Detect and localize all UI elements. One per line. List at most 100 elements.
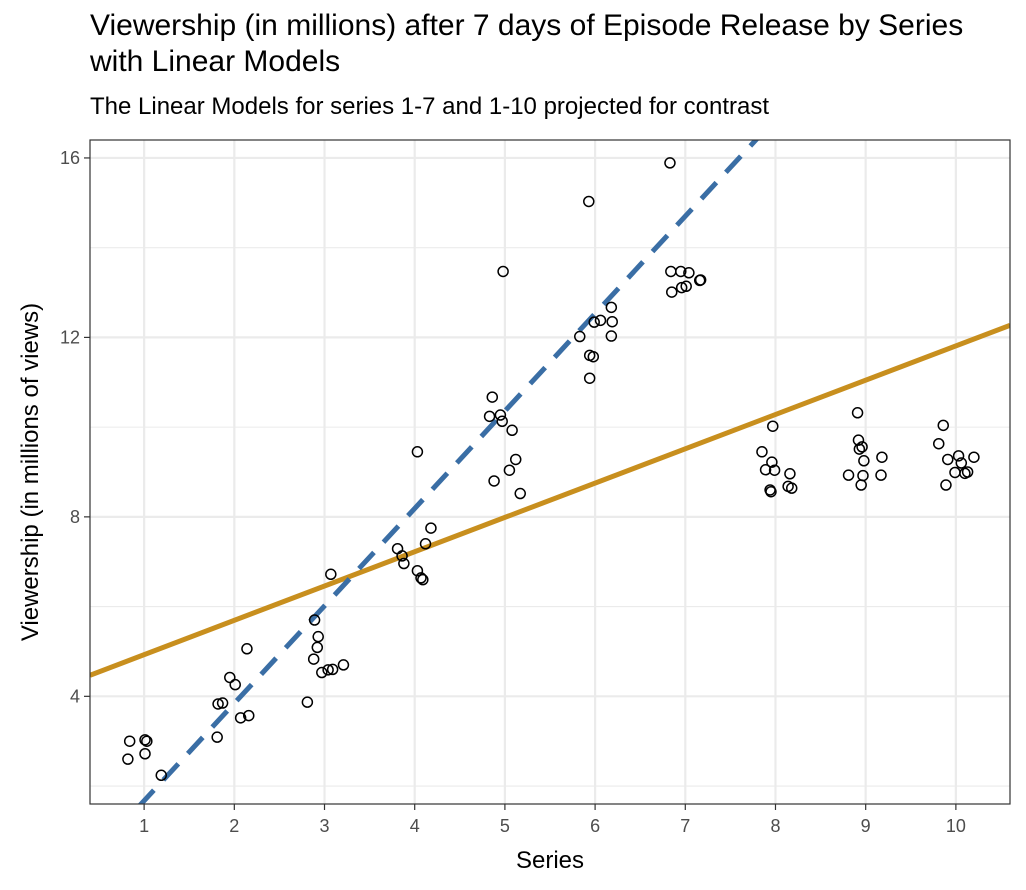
data-point	[666, 286, 678, 298]
linear-model-1-7-line	[137, 140, 760, 804]
data-point	[503, 464, 516, 476]
data-point	[952, 450, 965, 462]
data-point	[851, 407, 864, 419]
y-tick-label: 8	[70, 507, 80, 527]
data-point	[853, 443, 866, 455]
x-tick-label: 3	[320, 816, 330, 836]
x-tick-label: 1	[139, 816, 149, 836]
data-point	[488, 475, 500, 487]
data-point	[968, 451, 980, 463]
data-point	[396, 550, 408, 562]
data-point	[497, 265, 509, 278]
data-point	[419, 538, 432, 550]
data-point	[785, 482, 798, 494]
data-point	[123, 735, 136, 747]
data-point	[211, 731, 223, 743]
data-point	[425, 522, 437, 534]
data-point	[242, 709, 255, 722]
data-point	[316, 666, 328, 679]
x-tick-label: 10	[946, 816, 966, 836]
data-point	[675, 265, 687, 278]
data-points	[122, 157, 980, 782]
data-point	[212, 698, 224, 710]
data-point	[932, 437, 945, 450]
data-point	[587, 350, 600, 363]
data-point	[337, 659, 350, 671]
data-point	[415, 572, 427, 584]
data-point	[756, 446, 768, 458]
data-point	[155, 769, 168, 782]
data-point	[494, 409, 507, 421]
data-point	[605, 301, 618, 314]
data-point	[784, 468, 796, 480]
y-tick-label: 4	[70, 686, 80, 706]
data-point	[417, 573, 429, 586]
data-point	[961, 466, 974, 478]
chart-subtitle: The Linear Models for series 1-7 and 1-1…	[90, 93, 770, 120]
data-point	[241, 643, 253, 655]
data-point	[606, 315, 618, 328]
data-point	[141, 735, 153, 747]
data-point	[486, 391, 499, 403]
data-point	[411, 446, 424, 458]
data-point	[483, 410, 496, 423]
data-point	[675, 281, 688, 294]
data-point	[398, 557, 410, 570]
minor-gridlines	[90, 247, 1010, 787]
data-point	[312, 630, 324, 643]
data-point	[876, 451, 888, 463]
data-point	[680, 280, 692, 293]
data-point	[224, 671, 236, 684]
data-point	[955, 457, 968, 469]
data-point	[937, 419, 950, 432]
data-point	[605, 330, 618, 342]
x-tick-label: 5	[500, 816, 510, 836]
data-point	[496, 415, 508, 428]
data-point	[139, 748, 151, 760]
x-axis: 1 2 3 4 5 6 7 8 9 10	[139, 804, 966, 836]
data-point	[940, 479, 952, 491]
x-axis-title: Series	[516, 847, 584, 874]
data-point	[594, 314, 607, 327]
data-point	[856, 441, 868, 453]
panel-border	[89, 139, 1011, 805]
data-point	[322, 664, 334, 676]
data-point	[583, 372, 596, 384]
data-point	[766, 456, 778, 468]
linear-models	[90, 140, 1010, 804]
data-point	[768, 464, 781, 476]
data-point	[767, 420, 779, 432]
data-point	[588, 316, 600, 328]
data-point	[857, 469, 869, 482]
data-point	[694, 274, 707, 286]
data-point	[683, 267, 695, 279]
data-point	[229, 678, 241, 691]
data-point	[875, 469, 887, 481]
x-tick-label: 9	[861, 816, 871, 836]
x-tick-label: 7	[680, 816, 690, 836]
data-point	[583, 195, 595, 208]
data-point	[858, 455, 870, 467]
linear-model-1-10-line	[90, 322, 1010, 678]
data-point	[574, 330, 586, 343]
data-point	[942, 453, 954, 466]
data-point	[122, 753, 134, 765]
data-point	[411, 564, 424, 577]
data-point	[842, 469, 855, 481]
x-tick-label: 8	[770, 816, 780, 836]
data-point	[216, 697, 229, 709]
data-point	[759, 464, 772, 476]
data-point	[234, 712, 247, 724]
data-point	[664, 157, 676, 169]
data-point	[308, 614, 321, 626]
y-axis: 4 8 12 16	[60, 148, 90, 706]
data-point	[852, 434, 865, 446]
data-point	[325, 568, 337, 581]
y-tick-label: 12	[60, 327, 80, 347]
chart-title: Viewership (in millions) after 7 days of…	[90, 9, 964, 78]
y-tick-label: 16	[60, 148, 80, 168]
x-tick-label: 6	[590, 816, 600, 836]
data-point	[506, 424, 518, 437]
data-point	[326, 663, 339, 676]
